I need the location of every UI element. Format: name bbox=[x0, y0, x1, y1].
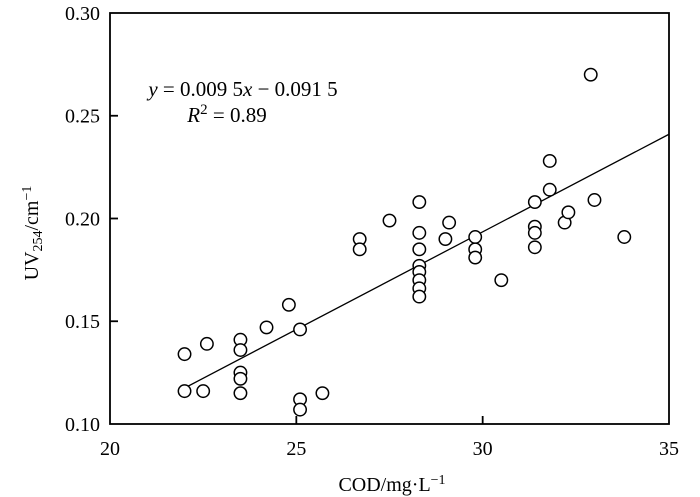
data-point bbox=[233, 343, 248, 357]
y-tick-label: 0.15 bbox=[65, 311, 100, 333]
data-point bbox=[542, 182, 557, 197]
data-point bbox=[196, 384, 211, 399]
data-point bbox=[293, 402, 308, 417]
data-point bbox=[177, 347, 192, 362]
data-point bbox=[468, 230, 483, 244]
data-point bbox=[233, 371, 248, 386]
data-point bbox=[527, 240, 542, 255]
data-point bbox=[542, 154, 557, 168]
data-point bbox=[442, 215, 457, 230]
equation-annotation: y = 0.009 5x − 0.091 5 bbox=[146, 77, 337, 101]
data-point bbox=[468, 250, 483, 265]
data-point bbox=[233, 386, 248, 401]
data-point bbox=[561, 205, 576, 220]
data-point bbox=[587, 193, 602, 207]
data-point bbox=[199, 336, 214, 351]
data-point bbox=[293, 322, 308, 337]
x-axis-title: COD/mg·L−1 bbox=[338, 473, 445, 496]
data-point bbox=[412, 225, 427, 240]
data-point bbox=[412, 242, 427, 257]
data-point bbox=[259, 320, 274, 335]
data-point bbox=[352, 242, 367, 257]
y-axis-title: UV254/cm−1 bbox=[20, 186, 46, 281]
data-point bbox=[315, 386, 330, 401]
data-point bbox=[494, 273, 509, 288]
y-tick-label: 0.25 bbox=[65, 106, 100, 128]
data-point bbox=[412, 195, 427, 210]
y-tick-label: 0.10 bbox=[65, 414, 100, 436]
x-tick-label: 25 bbox=[286, 438, 306, 460]
x-tick-label: 30 bbox=[473, 438, 493, 460]
data-point bbox=[583, 67, 598, 82]
data-point bbox=[527, 195, 542, 210]
data-point bbox=[438, 232, 453, 247]
data-point bbox=[527, 225, 542, 240]
data-point bbox=[177, 384, 192, 399]
y-tick-label: 0.30 bbox=[65, 3, 100, 25]
r-squared-annotation: R2 = 0.89 bbox=[186, 102, 266, 127]
data-point bbox=[382, 213, 397, 228]
data-point bbox=[412, 289, 427, 304]
data-point bbox=[281, 297, 296, 312]
y-tick-label: 0.20 bbox=[65, 208, 100, 230]
x-tick-label: 35 bbox=[659, 438, 679, 460]
data-point bbox=[617, 230, 632, 244]
x-tick-label: 20 bbox=[100, 438, 120, 460]
